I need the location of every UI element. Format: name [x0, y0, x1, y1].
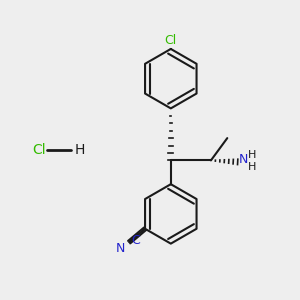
Text: H: H — [248, 150, 256, 160]
Text: N: N — [239, 153, 248, 166]
Text: C: C — [131, 234, 140, 248]
Text: Cl: Cl — [165, 34, 177, 46]
Text: H: H — [248, 162, 256, 172]
Text: Cl: Cl — [32, 143, 46, 157]
Text: H: H — [74, 143, 85, 157]
Text: N: N — [116, 242, 125, 255]
